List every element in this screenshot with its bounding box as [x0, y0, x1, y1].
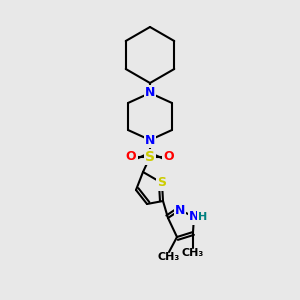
- Text: N: N: [145, 86, 155, 100]
- Text: CH₃: CH₃: [158, 252, 180, 262]
- Text: CH₃: CH₃: [182, 248, 204, 258]
- Text: S: S: [145, 150, 155, 164]
- Text: N: N: [145, 134, 155, 146]
- Text: N: N: [175, 203, 185, 217]
- Text: O: O: [164, 151, 174, 164]
- Text: H: H: [198, 212, 208, 222]
- Text: N: N: [189, 211, 199, 224]
- Text: S: S: [158, 176, 166, 190]
- Text: O: O: [126, 151, 136, 164]
